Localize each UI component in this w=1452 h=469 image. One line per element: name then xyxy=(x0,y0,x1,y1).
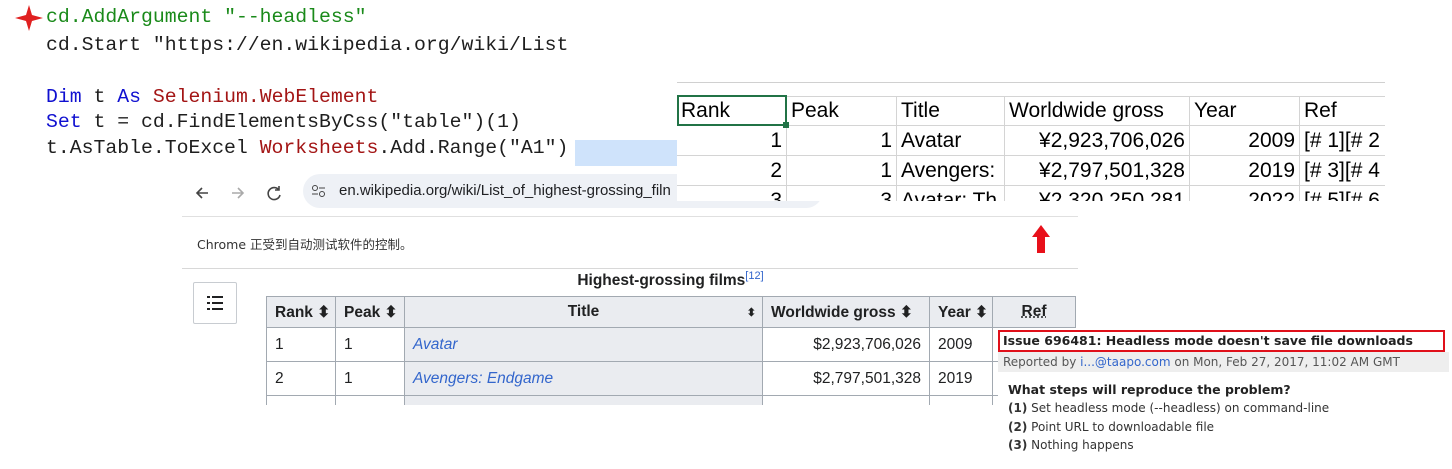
code-token: Dim xyxy=(46,86,82,108)
code-token: "https://en.wikipedia.org/wiki/List xyxy=(140,34,569,56)
excel-cell: 1 xyxy=(787,126,897,156)
step-number: (2) xyxy=(1008,419,1028,434)
wiki-header-cell[interactable]: Worldwide gross ⬍ xyxy=(762,296,930,328)
code-line: Set t = cd.FindElementsByCss("table")(1) xyxy=(46,110,521,134)
excel-cell: 1 xyxy=(787,156,897,186)
wiki-cell xyxy=(762,395,930,405)
breakpoint-icon xyxy=(15,5,43,31)
selection-highlight xyxy=(575,140,677,166)
code-token: t.AsTable.ToExcel xyxy=(46,137,260,159)
code-line: t.AsTable.ToExcel Worksheets.Add.Range("… xyxy=(46,136,568,160)
film-link[interactable]: Avatar xyxy=(404,327,763,362)
nav-buttons xyxy=(195,186,281,201)
excel-cell: Avengers: xyxy=(897,156,1005,186)
wiki-header-cell[interactable]: Title ⬍ xyxy=(404,296,763,328)
step-number: (1) xyxy=(1008,401,1028,415)
meta-text: Reported by xyxy=(1003,355,1081,369)
toc-icon xyxy=(207,296,223,310)
issue-meta: Reported by i...@taapo.com on Mon, Feb 2… xyxy=(998,352,1449,372)
excel-cell: [# 3][# 4 xyxy=(1300,156,1385,186)
wiki-cell xyxy=(266,395,336,405)
citation[interactable]: [12] xyxy=(745,270,764,282)
wiki-header-cell[interactable]: Year ⬍ xyxy=(929,296,993,328)
step-text: Point URL to downloadable file xyxy=(1027,419,1215,434)
wiki-cell: 2019 xyxy=(929,361,993,396)
code-token: cd.Start xyxy=(46,34,141,56)
excel-partial-row xyxy=(677,83,1385,97)
wiki-cell xyxy=(929,395,993,405)
red-arrow xyxy=(1032,225,1050,253)
code-token: "--headless" xyxy=(212,6,367,28)
reporter[interactable]: i...@taapo.com xyxy=(1080,355,1171,369)
excel-header-cell: Title xyxy=(897,96,1005,126)
wiki-header-cell[interactable]: Ref xyxy=(992,296,1076,328)
wiki-cell: $2,923,706,026 xyxy=(762,327,930,362)
sort-icon[interactable]: ⬍ xyxy=(746,306,756,319)
wiki-cell: 2 xyxy=(266,361,336,396)
caption-text: Highest-grossing films xyxy=(577,272,746,290)
wiki-cell: 1 xyxy=(335,327,405,362)
step: (3) Nothing happens xyxy=(1008,438,1134,452)
excel-cell: [# 1][# 2 xyxy=(1300,126,1385,156)
automation-notice: Chrome 正受到自动测试软件的控制。 xyxy=(197,237,413,252)
excel-cell: ¥2,320,250,281 xyxy=(1005,186,1190,201)
excel-sheet: Rank Peak Title Worldwide gross Year Ref 1 1 Ava… xyxy=(677,82,1385,201)
wiki-cell: 1 xyxy=(266,327,336,362)
site-info-icon xyxy=(312,185,325,197)
url: en.wikipedia.org/wiki/List_of_highest-gr… xyxy=(339,182,671,199)
selected-cell xyxy=(677,95,787,126)
code-token: t = cd.FindElementsByCss("table")(1) xyxy=(81,111,521,133)
excel-cell: Avatar xyxy=(897,126,1005,156)
code-token: Set xyxy=(46,111,82,133)
excel-header-cell: Worldwide gross xyxy=(1005,96,1190,126)
wiki-header-cell[interactable]: Rank ⬍ xyxy=(266,296,336,328)
code-line: Dim t As Selenium.WebElement xyxy=(46,85,378,109)
table-caption: Highest-grossing films[12] xyxy=(266,270,1075,290)
step-number: (3) xyxy=(1008,438,1028,452)
wiki-cell: 1 xyxy=(335,361,405,396)
wiki-cell xyxy=(404,395,763,405)
step: (2) Point URL to downloadable file xyxy=(1008,420,1214,434)
code-token: t xyxy=(81,86,118,108)
code-line: cd.AddArgument "--headless" xyxy=(46,5,367,29)
info-bar: Chrome 正受到自动测试软件的控制。 xyxy=(182,217,1078,269)
code-token: As xyxy=(117,86,141,108)
wiki-cell xyxy=(335,395,405,405)
code-token: cd.AddArgument xyxy=(46,6,213,28)
excel-cell: ¥2,797,501,328 xyxy=(1005,156,1190,186)
issue-panel: Issue 696481: Headless mode doesn't save… xyxy=(998,328,1449,462)
excel-cell: [# 5][# 6 xyxy=(1300,186,1385,201)
meta-text: on Mon, Feb 27, 2017, 11:02 AM GMT xyxy=(1170,355,1400,369)
excel-cell: 3 xyxy=(677,186,787,201)
excel-cell: Avatar: Th xyxy=(897,186,1005,201)
excel-cell: 2019 xyxy=(1190,156,1300,186)
wiki-cell: 2009 xyxy=(929,327,993,362)
code-token: .Add.Range("A1") xyxy=(378,137,569,159)
excel-header-cell: Year xyxy=(1190,96,1300,126)
fill-handle xyxy=(783,122,789,128)
excel-cell: ¥2,923,706,026 xyxy=(1005,126,1190,156)
issue-question: What steps will reproduce the problem? xyxy=(1008,382,1291,397)
wiki-header-cell[interactable]: Peak ⬍ xyxy=(335,296,405,328)
film-link[interactable]: Avengers: Endgame xyxy=(404,361,763,396)
wiki-cell: $2,797,501,328 xyxy=(762,361,930,396)
excel-cell: 2009 xyxy=(1190,126,1300,156)
excel-cell: 2 xyxy=(677,156,787,186)
excel-cell: 1 xyxy=(677,126,787,156)
code-token: Worksheets xyxy=(259,137,379,159)
code-line: cd.Start "https://en.wikipedia.org/wiki/… xyxy=(46,33,568,57)
excel-header-cell: Ref xyxy=(1300,96,1385,126)
excel-cell: 3 xyxy=(787,186,897,201)
toc-button[interactable] xyxy=(193,282,237,324)
step-text: Nothing happens xyxy=(1027,438,1134,452)
step: (1) Set headless mode (--headless) on co… xyxy=(1008,401,1329,415)
step-text: Set headless mode (--headless) on comman… xyxy=(1027,401,1330,415)
code-token: Selenium.WebElement xyxy=(141,86,379,108)
excel-header-cell: Peak xyxy=(787,96,897,126)
issue-title: Issue 696481: Headless mode doesn't save… xyxy=(998,330,1445,352)
excel-cell: 2022 xyxy=(1190,186,1300,201)
